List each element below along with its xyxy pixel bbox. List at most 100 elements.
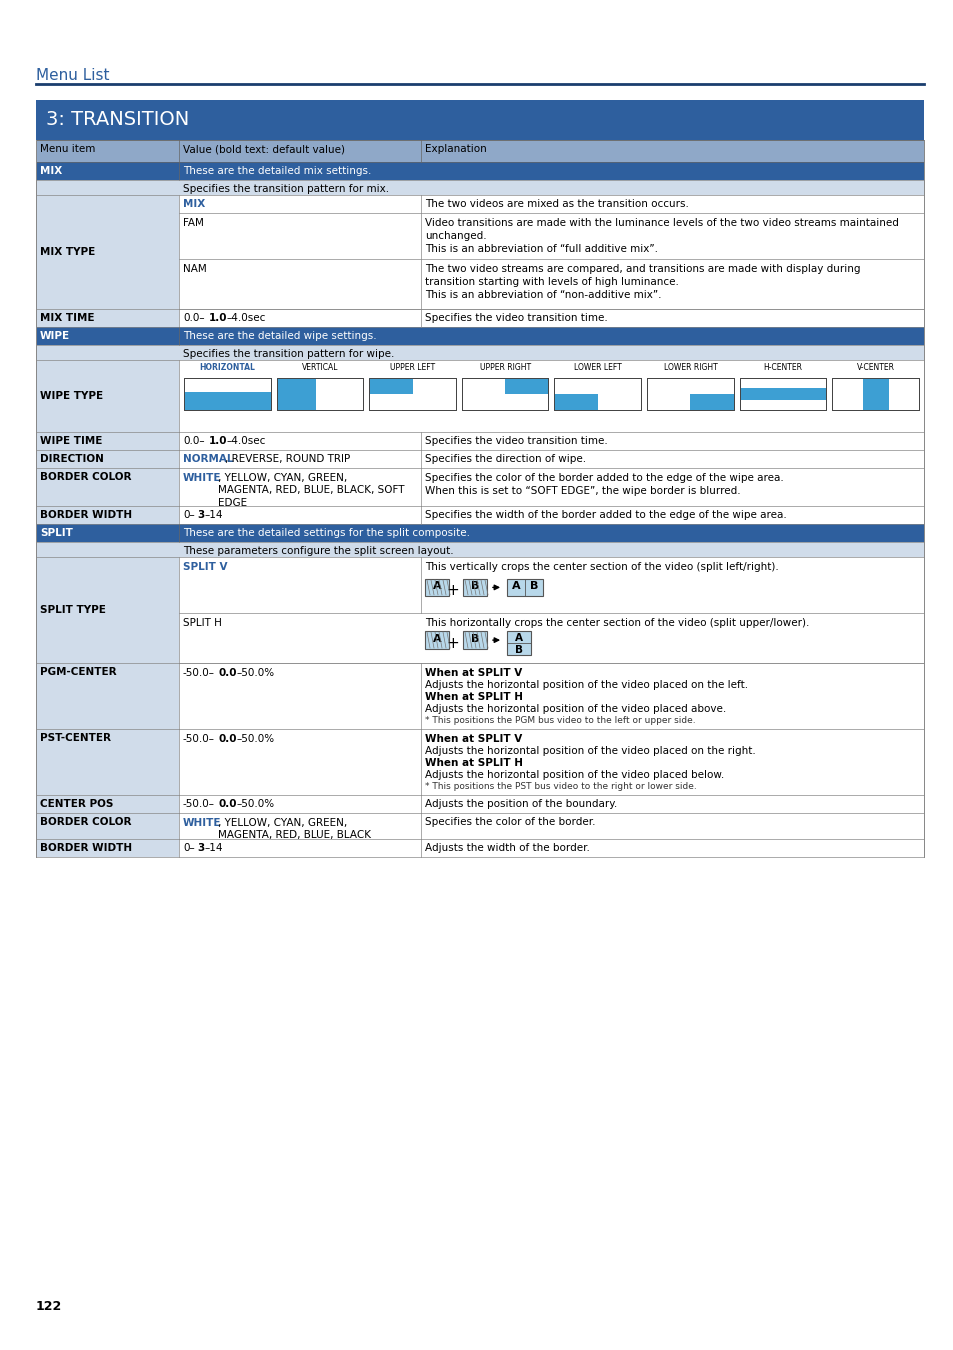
- Bar: [36, 327, 923, 346]
- Bar: [36, 194, 179, 309]
- Bar: [36, 162, 923, 180]
- Bar: [179, 613, 420, 663]
- Text: 0.0–: 0.0–: [183, 313, 204, 323]
- Text: MIX TYPE: MIX TYPE: [40, 247, 95, 256]
- Text: SPLIT: SPLIT: [40, 528, 72, 539]
- Text: H-CENTER: H-CENTER: [762, 363, 801, 373]
- Text: LOWER RIGHT: LOWER RIGHT: [663, 363, 717, 373]
- Bar: [36, 838, 179, 857]
- Bar: [179, 663, 420, 729]
- Bar: [36, 795, 179, 813]
- Text: Adjusts the horizontal position of the video placed on the left.: Adjusts the horizontal position of the v…: [424, 680, 747, 690]
- Text: WIPE: WIPE: [40, 331, 71, 342]
- Bar: [646, 378, 733, 410]
- Text: B: B: [471, 580, 478, 591]
- Text: BORDER WIDTH: BORDER WIDTH: [40, 510, 132, 520]
- Text: HORIZONTAL: HORIZONTAL: [199, 363, 255, 373]
- Text: * This positions the PST bus video to the right or lower side.: * This positions the PST bus video to th…: [424, 782, 696, 791]
- Text: 0.0–: 0.0–: [183, 436, 204, 446]
- Bar: [420, 613, 923, 663]
- Text: –14: –14: [205, 842, 223, 853]
- Text: , YELLOW, CYAN, GREEN,
MAGENTA, RED, BLUE, BLACK: , YELLOW, CYAN, GREEN, MAGENTA, RED, BLU…: [218, 818, 371, 841]
- Bar: [420, 213, 923, 259]
- Bar: [36, 100, 923, 140]
- Text: These are the detailed mix settings.: These are the detailed mix settings.: [183, 166, 371, 176]
- Text: When at SPLIT H: When at SPLIT H: [424, 757, 522, 768]
- Text: , YELLOW, CYAN, GREEN,
MAGENTA, RED, BLUE, BLACK, SOFT
EDGE: , YELLOW, CYAN, GREEN, MAGENTA, RED, BLU…: [218, 472, 404, 508]
- Bar: [832, 378, 918, 410]
- Text: Specifies the width of the border added to the edge of the wipe area.: Specifies the width of the border added …: [424, 510, 786, 520]
- Bar: [554, 378, 640, 410]
- Text: 3: 3: [196, 510, 204, 520]
- Text: VERTICAL: VERTICAL: [301, 363, 337, 373]
- Text: WIPE TIME: WIPE TIME: [40, 436, 102, 446]
- Text: When at SPLIT V: When at SPLIT V: [424, 668, 521, 678]
- Text: Adjusts the position of the boundary.: Adjusts the position of the boundary.: [424, 799, 617, 809]
- Text: –14: –14: [205, 510, 223, 520]
- Bar: [36, 450, 179, 468]
- Text: –4.0sec: –4.0sec: [227, 313, 266, 323]
- Bar: [554, 394, 598, 410]
- Text: B: B: [515, 645, 522, 655]
- Text: B: B: [471, 634, 478, 644]
- Text: 0.0: 0.0: [219, 734, 237, 744]
- Text: 0–: 0–: [183, 842, 194, 853]
- Bar: [420, 309, 923, 327]
- Text: 1.0: 1.0: [209, 313, 227, 323]
- Text: The two video streams are compared, and transitions are made with display during: The two video streams are compared, and …: [424, 265, 860, 300]
- Bar: [179, 813, 420, 838]
- Text: -50.0–: -50.0–: [183, 799, 214, 809]
- Text: Explanation: Explanation: [424, 144, 486, 154]
- Text: NORMAL: NORMAL: [183, 454, 233, 464]
- Bar: [461, 378, 548, 410]
- Bar: [420, 432, 923, 450]
- Bar: [36, 663, 179, 729]
- Bar: [461, 378, 548, 410]
- Text: B: B: [529, 580, 537, 591]
- Text: A: A: [433, 634, 441, 644]
- Bar: [179, 795, 420, 813]
- Text: WIPE TYPE: WIPE TYPE: [40, 392, 103, 401]
- Text: , REVERSE, ROUND TRIP: , REVERSE, ROUND TRIP: [225, 454, 350, 464]
- Bar: [36, 140, 923, 162]
- Bar: [369, 378, 412, 394]
- Bar: [462, 630, 486, 649]
- Text: 1.0: 1.0: [209, 436, 227, 446]
- Text: CENTER POS: CENTER POS: [40, 799, 113, 809]
- Text: Adjusts the horizontal position of the video placed above.: Adjusts the horizontal position of the v…: [424, 703, 725, 714]
- Bar: [739, 378, 825, 410]
- Bar: [420, 795, 923, 813]
- Text: PGM-CENTER: PGM-CENTER: [40, 667, 116, 676]
- Bar: [420, 506, 923, 524]
- Bar: [36, 346, 923, 360]
- Bar: [36, 432, 179, 450]
- Text: UPPER LEFT: UPPER LEFT: [390, 363, 435, 373]
- Text: SPLIT H: SPLIT H: [183, 618, 222, 628]
- Text: WHITE: WHITE: [183, 818, 221, 828]
- Bar: [36, 729, 179, 795]
- Text: –4.0sec: –4.0sec: [227, 436, 266, 446]
- Bar: [179, 360, 923, 432]
- Bar: [179, 213, 420, 259]
- Text: Menu item: Menu item: [40, 144, 95, 154]
- Text: 0.0: 0.0: [219, 668, 237, 678]
- Bar: [179, 194, 420, 213]
- Bar: [276, 378, 315, 410]
- Bar: [462, 579, 486, 595]
- Bar: [36, 813, 179, 838]
- Text: SPLIT TYPE: SPLIT TYPE: [40, 605, 106, 616]
- Text: 3: TRANSITION: 3: TRANSITION: [46, 109, 189, 130]
- Text: These parameters configure the split screen layout.: These parameters configure the split scr…: [183, 545, 453, 556]
- Text: –50.0%: –50.0%: [236, 799, 274, 809]
- Bar: [554, 378, 640, 410]
- Text: This horizontally crops the center section of the video (split upper/lower).: This horizontally crops the center secti…: [424, 618, 808, 628]
- Bar: [179, 259, 420, 309]
- Bar: [184, 378, 271, 410]
- Text: BORDER COLOR: BORDER COLOR: [40, 472, 132, 482]
- Text: NAM: NAM: [183, 265, 207, 274]
- Bar: [424, 630, 449, 649]
- Bar: [179, 506, 420, 524]
- Bar: [369, 378, 456, 410]
- Bar: [739, 378, 825, 410]
- Bar: [420, 468, 923, 506]
